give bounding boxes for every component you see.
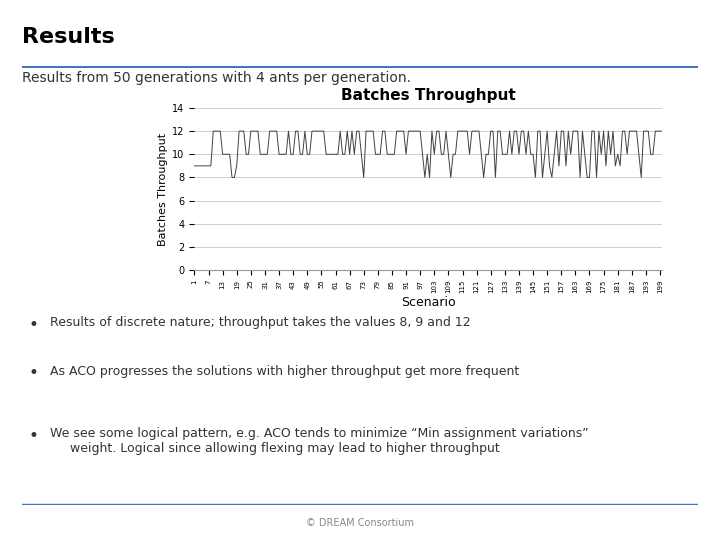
Text: •: • — [29, 364, 39, 382]
Text: We see some logical pattern, e.g. ACO tends to minimize “Min assignment variatio: We see some logical pattern, e.g. ACO te… — [50, 427, 589, 455]
Text: Results from 50 generations with 4 ants per generation.: Results from 50 generations with 4 ants … — [22, 71, 410, 85]
Text: Results: Results — [22, 27, 114, 47]
Text: Results of discrete nature; throughput takes the values 8, 9 and 12: Results of discrete nature; throughput t… — [50, 316, 471, 329]
Text: •: • — [29, 427, 39, 444]
Text: As ACO progresses the solutions with higher throughput get more frequent: As ACO progresses the solutions with hig… — [50, 364, 520, 377]
Y-axis label: Batches Throughput: Batches Throughput — [158, 132, 168, 246]
Text: © DREAM Consortium: © DREAM Consortium — [306, 518, 414, 529]
X-axis label: Scenario: Scenario — [401, 296, 456, 309]
Text: •: • — [29, 316, 39, 334]
Title: Batches Throughput: Batches Throughput — [341, 87, 516, 103]
